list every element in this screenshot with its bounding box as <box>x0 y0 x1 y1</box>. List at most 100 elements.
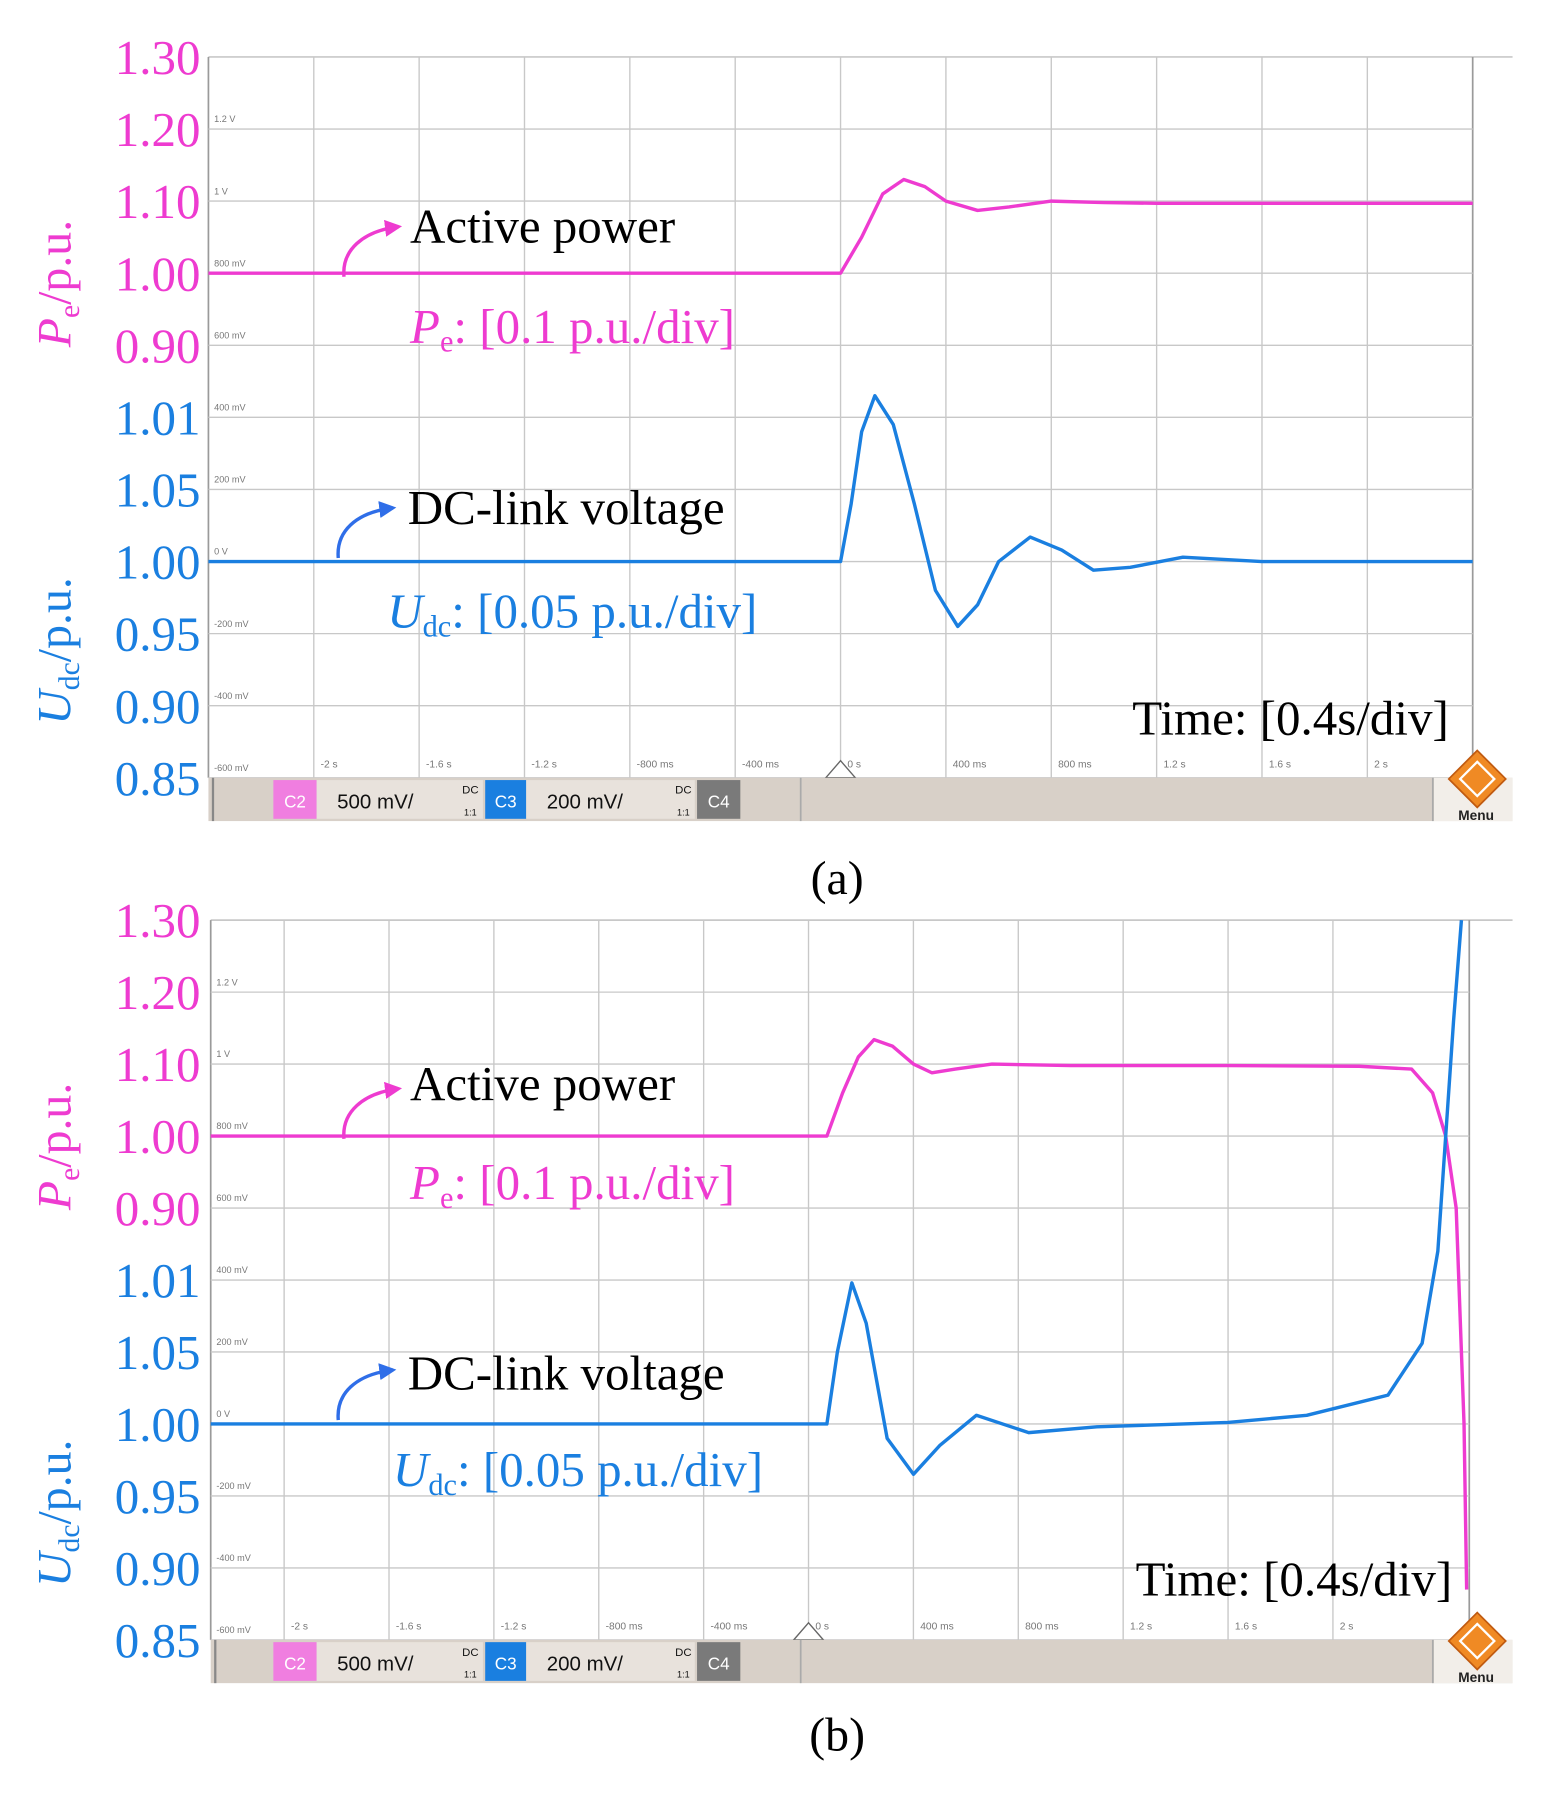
c2-box <box>273 1642 317 1681</box>
c4: C4 <box>708 1654 730 1673</box>
scope-x-label: 2 s <box>1374 760 1388 771</box>
scope-y-label: 600 mV <box>214 330 246 340</box>
subscript: dc <box>54 1525 86 1553</box>
scope-y-label: 400 mV <box>214 403 246 413</box>
caption: (a) <box>811 852 864 905</box>
axis-label: Pe/p.u. <box>29 1083 87 1211</box>
y2-tick-label: 1.00 <box>115 535 201 590</box>
c2-field <box>316 780 483 819</box>
scope-x-label: 400 ms <box>920 1622 954 1633</box>
scope-x-label: -800 ms <box>606 1622 643 1633</box>
unit: /p.u. <box>29 1439 82 1524</box>
menu: Menu <box>1458 1670 1494 1685</box>
subscript: dc <box>423 609 452 643</box>
c2-scale: 500 mV/ <box>337 791 414 814</box>
y2-tick-label: 0.90 <box>115 679 201 734</box>
subscript: e <box>54 1168 86 1181</box>
scope-x-label: -1.6 s <box>396 1622 422 1633</box>
scope-y-label: 1.2 V <box>216 977 238 987</box>
scope-x-label: 400 ms <box>953 760 987 771</box>
subscript: e <box>54 305 86 318</box>
c2-box <box>273 780 317 819</box>
axis-label: Pe/p.u. <box>29 220 87 348</box>
scope-x-label: 1.6 s <box>1235 1622 1257 1633</box>
scope-y-label: 1 V <box>216 1049 231 1059</box>
scope-y-label: 400 mV <box>216 1265 248 1275</box>
axis-label: Udc: [0.05 p.u./div] <box>387 583 757 643</box>
c2-coupling: DC <box>462 785 478 797</box>
unit: : [0.05 p.u./div] <box>457 1442 763 1497</box>
logo <box>1447 1611 1507 1671</box>
scope-y-label: 200 mV <box>214 475 246 485</box>
series-label: Active power <box>410 1056 675 1111</box>
y-tick-label: 1.20 <box>115 965 201 1020</box>
scope-x-label: 1.2 s <box>1130 1622 1152 1633</box>
menu: Menu <box>1458 808 1494 823</box>
logo-inner <box>1458 760 1496 798</box>
time-scale: Time: [0.4s/div] <box>1136 1551 1453 1606</box>
y-tick-label: 0.90 <box>115 1181 201 1236</box>
axis-label: Pe: [0.1 p.u./div] <box>409 1155 735 1215</box>
trace <box>208 177 1473 275</box>
unit: /p.u. <box>29 220 82 305</box>
time-scale: Time: [0.4s/div] <box>1132 691 1449 746</box>
c2-ratio: 1:1 <box>464 807 477 817</box>
scope-y-label: 200 mV <box>216 1337 248 1347</box>
scope-x-label: 0 s <box>847 760 861 771</box>
c2-ratio: 1:1 <box>464 1669 477 1679</box>
c3: C3 <box>495 1654 517 1673</box>
y2-extra-label: 1.01 <box>115 1253 201 1308</box>
axis-label: Udc/p.u. <box>29 577 87 725</box>
scope-y-label: 800 mV <box>214 258 246 268</box>
y2-tick-label: 0.85 <box>115 751 201 806</box>
arrow <box>342 219 403 277</box>
scope-x-label: -1.6 s <box>426 760 452 771</box>
c3-scale: 200 mV/ <box>547 1653 624 1676</box>
symbol: P <box>29 1181 82 1211</box>
c3: C3 <box>495 792 517 811</box>
y-tick-label: 1.10 <box>115 174 201 229</box>
subscript: e <box>440 325 453 359</box>
symbol: U <box>29 687 82 725</box>
scope-y-label: -400 mV <box>214 691 249 701</box>
c4-box <box>697 780 741 819</box>
symbol: P <box>409 1155 440 1210</box>
scope-x-label: -800 ms <box>637 760 674 771</box>
symbol: U <box>393 1442 432 1497</box>
scope-x-label: -400 ms <box>710 1622 747 1633</box>
scope-y-label: -600 mV <box>214 763 249 773</box>
unit: /p.u. <box>29 1083 82 1168</box>
c3-scale: 200 mV/ <box>547 791 624 814</box>
arrow <box>342 1081 403 1139</box>
c2-field <box>316 1642 483 1681</box>
series-label: DC-link voltage <box>408 1345 725 1400</box>
scope-x-label: -2 s <box>321 760 338 771</box>
y2-tick-label: 1.05 <box>115 463 201 518</box>
axis-label: Pe: [0.1 p.u./div] <box>409 299 735 359</box>
scope-y-label: 800 mV <box>216 1121 248 1131</box>
y2-tick-label: 1.05 <box>115 1325 201 1380</box>
unit: : [0.05 p.u./div] <box>451 583 757 638</box>
subscript: dc <box>428 1468 457 1502</box>
c3-coupling: DC <box>675 1647 691 1659</box>
scope-x-label: 1.6 s <box>1269 760 1291 771</box>
c4: C4 <box>708 792 730 811</box>
arrow <box>336 501 397 559</box>
subscript: dc <box>54 662 86 690</box>
axis-label: Udc: [0.05 p.u./div] <box>393 1442 763 1502</box>
scope-y-label: 600 mV <box>216 1193 248 1203</box>
c3-box <box>485 1642 527 1681</box>
y2-tick-label: 0.90 <box>115 1541 201 1596</box>
scope-x-label: 2 s <box>1340 1622 1354 1633</box>
scope-y-label: -400 mV <box>216 1553 251 1563</box>
series-label: Active power <box>410 199 675 254</box>
scope-x-label: 800 ms <box>1025 1622 1059 1633</box>
y-tick-label: 1.20 <box>115 102 201 157</box>
scope-y-label: 0 V <box>216 1409 231 1419</box>
logo <box>1447 749 1507 809</box>
c3-box <box>485 780 527 819</box>
scope-y-label: 1.2 V <box>214 114 236 124</box>
scope-y-label: -600 mV <box>216 1625 251 1635</box>
c2-coupling: DC <box>462 1647 478 1659</box>
